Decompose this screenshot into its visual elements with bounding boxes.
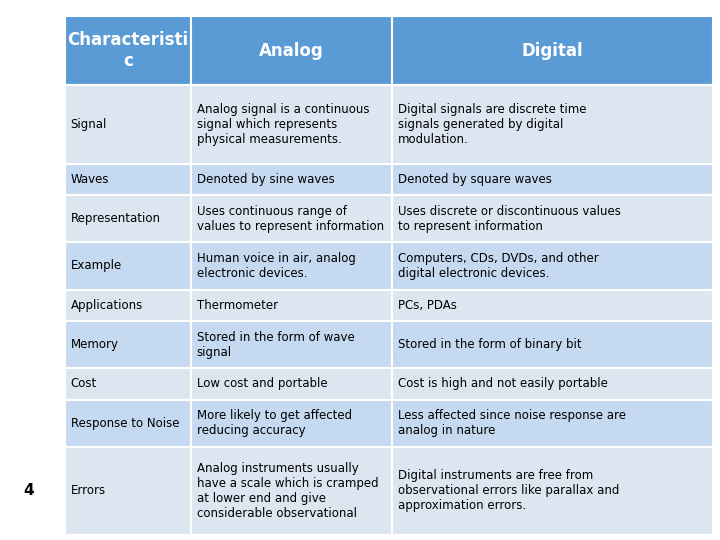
Text: PCs, PDAs: PCs, PDAs [398, 299, 457, 312]
FancyBboxPatch shape [392, 195, 713, 242]
FancyBboxPatch shape [392, 16, 713, 85]
FancyBboxPatch shape [191, 368, 392, 400]
FancyBboxPatch shape [392, 164, 713, 195]
FancyBboxPatch shape [191, 164, 392, 195]
Text: Example: Example [71, 260, 122, 273]
FancyBboxPatch shape [191, 16, 392, 85]
FancyBboxPatch shape [65, 16, 191, 85]
FancyBboxPatch shape [392, 400, 713, 447]
FancyBboxPatch shape [392, 447, 713, 535]
Text: Denoted by square waves: Denoted by square waves [398, 173, 552, 186]
FancyBboxPatch shape [65, 447, 191, 535]
FancyBboxPatch shape [392, 368, 713, 400]
Text: Digital: Digital [522, 42, 583, 60]
FancyBboxPatch shape [65, 400, 191, 447]
Text: Thermometer: Thermometer [197, 299, 278, 312]
Text: Cost is high and not easily portable: Cost is high and not easily portable [398, 377, 608, 390]
FancyBboxPatch shape [392, 321, 713, 368]
Text: Less affected since noise response are
analog in nature: Less affected since noise response are a… [398, 409, 626, 437]
FancyBboxPatch shape [65, 85, 191, 164]
Text: Digital signals are discrete time
signals generated by digital
modulation.: Digital signals are discrete time signal… [398, 103, 587, 146]
FancyBboxPatch shape [65, 321, 191, 368]
Text: Denoted by sine waves: Denoted by sine waves [197, 173, 334, 186]
Text: Stored in the form of wave
signal: Stored in the form of wave signal [197, 330, 354, 359]
FancyBboxPatch shape [191, 289, 392, 321]
Text: Stored in the form of binary bit: Stored in the form of binary bit [398, 338, 582, 351]
FancyBboxPatch shape [65, 242, 191, 289]
FancyBboxPatch shape [191, 447, 392, 535]
FancyBboxPatch shape [65, 164, 191, 195]
FancyBboxPatch shape [392, 85, 713, 164]
FancyBboxPatch shape [191, 242, 392, 289]
FancyBboxPatch shape [65, 195, 191, 242]
Text: Analog signal is a continuous
signal which represents
physical measurements.: Analog signal is a continuous signal whi… [197, 103, 369, 146]
FancyBboxPatch shape [65, 368, 191, 400]
FancyBboxPatch shape [392, 242, 713, 289]
FancyBboxPatch shape [191, 85, 392, 164]
Text: Memory: Memory [71, 338, 119, 351]
Text: Low cost and portable: Low cost and portable [197, 377, 327, 390]
Text: Analog: Analog [259, 42, 324, 60]
FancyBboxPatch shape [191, 400, 392, 447]
Text: Cost: Cost [71, 377, 96, 390]
Text: Applications: Applications [71, 299, 143, 312]
Text: Human voice in air, analog
electronic devices.: Human voice in air, analog electronic de… [197, 252, 356, 280]
Text: Waves: Waves [71, 173, 109, 186]
Text: Computers, CDs, DVDs, and other
digital electronic devices.: Computers, CDs, DVDs, and other digital … [398, 252, 599, 280]
FancyBboxPatch shape [191, 321, 392, 368]
Text: Representation: Representation [71, 212, 161, 225]
FancyBboxPatch shape [191, 195, 392, 242]
Text: Analog instruments usually
have a scale which is cramped
at lower end and give
c: Analog instruments usually have a scale … [197, 462, 378, 519]
Text: Signal: Signal [71, 118, 107, 131]
Text: Digital instruments are free from
observational errors like parallax and
approxi: Digital instruments are free from observ… [398, 469, 619, 512]
FancyBboxPatch shape [65, 289, 191, 321]
Text: Uses discrete or discontinuous values
to represent information: Uses discrete or discontinuous values to… [398, 205, 621, 233]
Text: Characteristi
c: Characteristi c [67, 31, 189, 70]
FancyBboxPatch shape [392, 289, 713, 321]
Text: Response to Noise: Response to Noise [71, 416, 179, 429]
Text: Errors: Errors [71, 484, 106, 497]
Text: Uses continuous range of
values to represent information: Uses continuous range of values to repre… [197, 205, 384, 233]
Text: 4: 4 [24, 483, 34, 498]
Text: More likely to get affected
reducing accuracy: More likely to get affected reducing acc… [197, 409, 351, 437]
